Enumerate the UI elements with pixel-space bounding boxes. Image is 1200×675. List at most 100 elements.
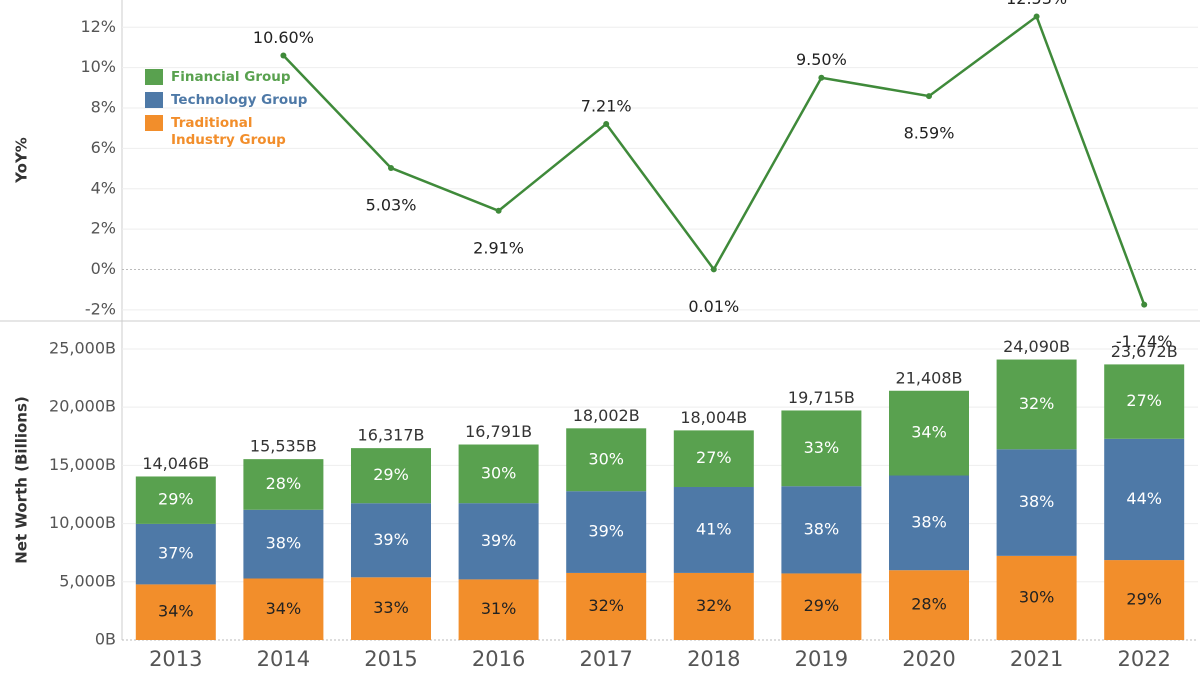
bar-segment bbox=[566, 572, 647, 640]
data-label: 38% bbox=[266, 534, 302, 553]
legend-item: Financial Group bbox=[145, 69, 320, 86]
y-tick-label: 8% bbox=[91, 98, 116, 117]
y-tick-label: 10,000B bbox=[49, 513, 116, 532]
data-label: 34% bbox=[158, 602, 194, 621]
data-label: 0.01% bbox=[688, 297, 739, 316]
data-label: 30% bbox=[588, 449, 624, 468]
y-tick-label: 5,000B bbox=[59, 571, 116, 590]
data-label: 29% bbox=[1126, 590, 1162, 609]
legend-swatch bbox=[145, 115, 163, 131]
data-label: 30% bbox=[481, 463, 517, 482]
bar-segment bbox=[781, 486, 862, 574]
y-tick-label: -2% bbox=[85, 299, 116, 318]
data-label: 39% bbox=[481, 531, 517, 550]
y-axis-title: YoY% bbox=[13, 137, 31, 184]
bar-segment bbox=[673, 486, 754, 573]
total-label: 16,791B bbox=[465, 422, 532, 441]
y-tick-label: 0% bbox=[91, 259, 116, 278]
point bbox=[926, 93, 932, 100]
legend-swatch bbox=[145, 92, 163, 108]
bar-segment bbox=[889, 390, 969, 476]
x-tick-label: 2016 bbox=[472, 647, 525, 671]
legend-label: Financial Group bbox=[171, 69, 291, 85]
data-label: 8.59% bbox=[904, 124, 955, 143]
total-label: 19,715B bbox=[788, 388, 855, 407]
data-label: 9.50% bbox=[796, 50, 847, 69]
bar-segment bbox=[673, 572, 754, 640]
bar-segment bbox=[889, 570, 969, 640]
total-label: 16,317B bbox=[358, 426, 425, 445]
total-label: 15,535B bbox=[250, 437, 317, 456]
point bbox=[495, 207, 502, 214]
y-tick-label: 4% bbox=[91, 178, 116, 197]
data-label: 29% bbox=[373, 465, 409, 484]
data-label: 27% bbox=[1126, 391, 1162, 410]
y-tick-label: 10% bbox=[80, 57, 116, 76]
total-label: 23,672B bbox=[1111, 342, 1178, 361]
x-tick-label: 2014 bbox=[257, 647, 310, 671]
data-label: 27% bbox=[696, 448, 732, 467]
point bbox=[1141, 301, 1148, 308]
data-label: 37% bbox=[158, 544, 194, 563]
data-label: 28% bbox=[911, 595, 947, 614]
x-tick-label: 2022 bbox=[1117, 647, 1170, 671]
data-label: 12.53% bbox=[1006, 0, 1067, 8]
bar-segment bbox=[351, 503, 431, 578]
x-tick-label: 2013 bbox=[149, 647, 202, 671]
total-label: 18,002B bbox=[573, 406, 640, 425]
total-label: 14,046B bbox=[142, 454, 209, 473]
point bbox=[603, 120, 610, 127]
data-label: 5.03% bbox=[366, 195, 417, 214]
point bbox=[1033, 13, 1040, 20]
x-tick-label: 2018 bbox=[687, 647, 740, 671]
data-label: 34% bbox=[266, 599, 302, 618]
bar-segment bbox=[996, 449, 1077, 556]
bar-segment bbox=[566, 491, 647, 573]
y-tick-label: 0B bbox=[95, 630, 116, 649]
data-label: 33% bbox=[373, 598, 409, 617]
x-tick-label: 2019 bbox=[795, 647, 848, 671]
data-label: 7.21% bbox=[581, 96, 632, 115]
x-tick-label: 2015 bbox=[364, 647, 417, 671]
bar-segment bbox=[1104, 560, 1185, 640]
data-label: 38% bbox=[804, 519, 840, 538]
x-tick-label: 2021 bbox=[1010, 647, 1063, 671]
total-label: 18,004B bbox=[680, 408, 747, 427]
bar-segment bbox=[996, 359, 1077, 450]
data-label: 29% bbox=[804, 596, 840, 615]
bar-segment bbox=[458, 444, 539, 504]
data-label: 10.60% bbox=[253, 28, 314, 47]
y-tick-label: 2% bbox=[91, 219, 116, 238]
total-label: 21,408B bbox=[896, 368, 963, 387]
bar-segment bbox=[889, 475, 969, 571]
bar-segment bbox=[135, 523, 216, 585]
data-label: 38% bbox=[1019, 492, 1055, 511]
bar-segment bbox=[351, 448, 431, 504]
line bbox=[282, 14, 1146, 306]
data-label: 33% bbox=[804, 438, 840, 457]
data-label: 29% bbox=[158, 490, 194, 509]
data-label: 32% bbox=[696, 596, 732, 615]
y-tick-label: 15,000B bbox=[49, 455, 116, 474]
data-label: 30% bbox=[1019, 587, 1055, 606]
bar-segment bbox=[243, 459, 324, 510]
data-label: 39% bbox=[373, 530, 409, 549]
data-label: 32% bbox=[1019, 394, 1055, 413]
point bbox=[710, 266, 717, 273]
x-tick-label: 2017 bbox=[579, 647, 632, 671]
data-label: 44% bbox=[1126, 489, 1162, 508]
bar-segment bbox=[781, 573, 862, 640]
data-label: 39% bbox=[588, 522, 624, 541]
data-label: 32% bbox=[588, 596, 624, 615]
legend-swatch bbox=[145, 69, 163, 85]
bar-segment bbox=[243, 509, 324, 579]
data-label: 34% bbox=[911, 423, 947, 442]
bar-segment bbox=[458, 579, 539, 640]
legend-label: Technology Group bbox=[171, 92, 308, 108]
point bbox=[388, 164, 394, 171]
y-tick-label: 6% bbox=[91, 138, 116, 157]
bar-segment bbox=[135, 476, 216, 524]
point bbox=[818, 74, 825, 81]
